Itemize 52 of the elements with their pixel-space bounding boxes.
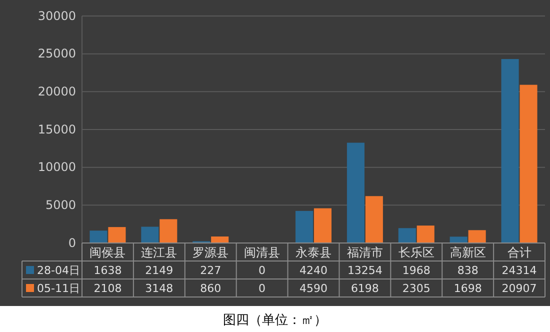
data-label: 3148	[145, 282, 174, 295]
bar	[468, 230, 486, 243]
data-label: 24314	[502, 264, 537, 277]
bar	[501, 59, 519, 243]
x-tick-label: 福清市	[346, 246, 383, 260]
bar	[211, 236, 229, 243]
data-label: 2149	[145, 264, 174, 277]
bar	[365, 196, 383, 243]
x-tick-label: 闽清县	[244, 246, 280, 260]
bar	[520, 84, 538, 243]
data-label: 4590	[300, 282, 328, 295]
data-label: 227	[200, 264, 222, 277]
legend-label: 05-11日	[37, 282, 80, 295]
x-tick-label: 永泰县	[296, 246, 332, 260]
data-label: 1968	[402, 264, 430, 277]
data-label: 1698	[454, 282, 482, 295]
x-tick-label: 合计	[507, 246, 532, 260]
bar	[346, 142, 364, 243]
data-label: 1638	[94, 264, 122, 277]
bar	[398, 228, 416, 243]
bar	[314, 208, 332, 243]
y-tick-label: 20000	[38, 84, 76, 99]
y-tick-label: 25000	[38, 46, 76, 61]
legend-label: 28-04日	[37, 264, 80, 277]
bar	[108, 227, 126, 243]
data-label: 20907	[502, 282, 537, 295]
bar	[295, 210, 314, 243]
x-tick-label: 长乐区	[398, 246, 434, 260]
data-label: 860	[200, 282, 222, 295]
bar	[416, 226, 434, 243]
bar	[450, 236, 468, 243]
data-label: 0	[258, 282, 266, 295]
data-label: 2108	[94, 282, 122, 295]
x-tick-label: 高新区	[450, 246, 486, 260]
y-tick-label: 5000	[45, 198, 76, 212]
y-tick-label: 30000	[38, 8, 76, 23]
bar	[160, 219, 178, 243]
x-tick-label: 连江县	[141, 246, 178, 260]
data-label: 13254	[347, 264, 382, 277]
bar	[141, 226, 159, 243]
data-label: 2305	[402, 282, 430, 295]
text: 图四（单位：㎡）	[223, 313, 327, 328]
y-tick-label: 10000	[38, 160, 76, 174]
x-tick-label: 闽侯县	[90, 246, 126, 260]
data-label: 838	[457, 264, 478, 277]
data-label: 6198	[350, 282, 379, 295]
data-label: 4240	[300, 264, 328, 277]
x-tick-label: 罗源县	[192, 246, 229, 260]
data-label: 0	[258, 264, 266, 277]
y-tick-label: 15000	[38, 122, 76, 136]
bar	[90, 230, 108, 243]
y-tick-label: 0	[68, 236, 76, 250]
